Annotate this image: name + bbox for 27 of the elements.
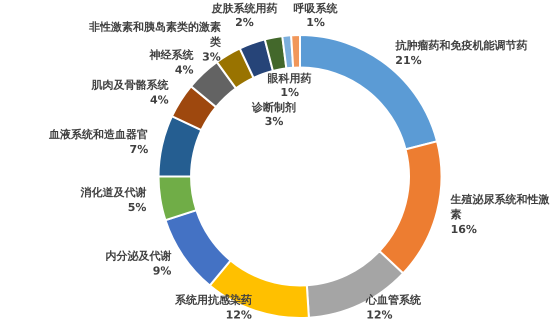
slice-label: 呼吸系统 xyxy=(294,2,339,15)
data-label: 3% xyxy=(202,50,221,64)
slice-label: 抗肿瘤药和免疫机能调节药 xyxy=(394,38,528,52)
data-label: 12% xyxy=(366,308,393,322)
slice-label: 眼科用药 xyxy=(268,72,312,85)
slice-label: 心血管系统 xyxy=(365,293,422,306)
slice-label: 生殖泌尿系统和性激素 xyxy=(450,193,551,222)
slice-label: 诊断制剂 xyxy=(251,100,296,114)
slice-label: 血液系统和造血器官 xyxy=(48,128,148,141)
data-label: 1% xyxy=(280,86,300,99)
data-label: 9% xyxy=(152,264,172,278)
data-label: 2% xyxy=(235,16,254,29)
data-label: 12% xyxy=(226,308,252,322)
slice-label: 消化道及代谢 xyxy=(79,186,146,200)
slice-label: 内分泌及代谢 xyxy=(105,249,172,262)
data-label: 3% xyxy=(264,114,284,128)
data-label: 5% xyxy=(128,201,146,214)
data-label: 4% xyxy=(174,64,194,77)
slice-label: 神经系统 xyxy=(148,48,195,62)
data-label: 7% xyxy=(130,142,148,156)
data-label: 16% xyxy=(450,223,477,236)
data-label: 1% xyxy=(306,16,325,29)
slice-label: 皮肤系统用药 xyxy=(210,2,278,15)
data-label: 21% xyxy=(395,54,422,67)
slice-label: 非性激素和胰岛素类的激素类 xyxy=(88,20,221,49)
data-label: 4% xyxy=(150,94,169,107)
slice-label: 肌肉及骨骼系统 xyxy=(90,78,170,92)
